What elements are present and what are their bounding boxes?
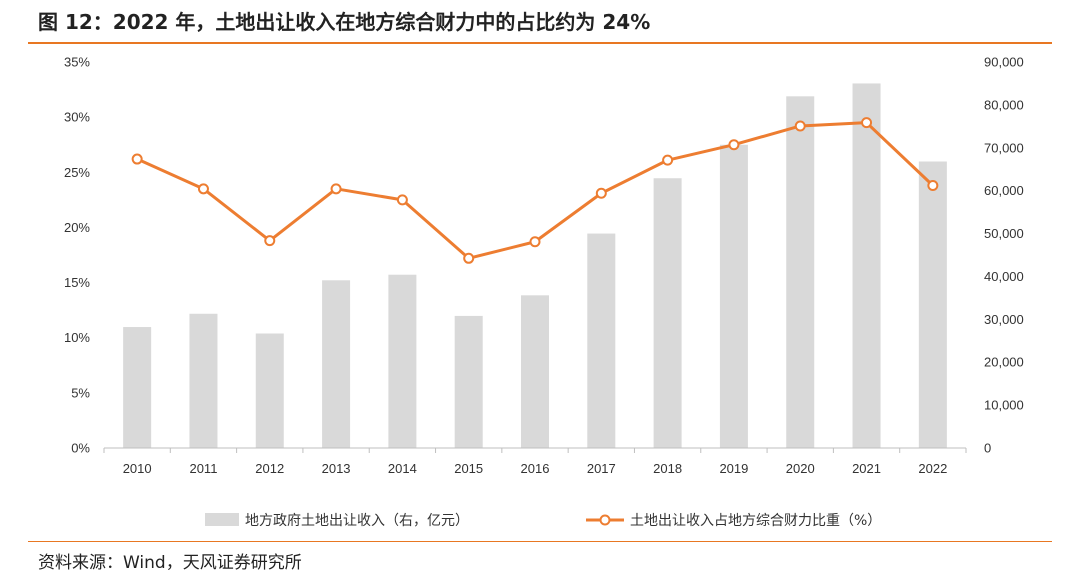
ratio-point-2021 — [861, 117, 873, 129]
bar-2016 — [521, 295, 549, 448]
x-tick-label: 2020 — [786, 461, 815, 476]
x-tick-label: 2015 — [454, 461, 483, 476]
bar-series — [123, 83, 947, 449]
x-tick-label: 2012 — [255, 461, 284, 476]
ratio-point-2018 — [662, 154, 674, 166]
x-tick-label: 2019 — [719, 461, 748, 476]
ratio-point-2022 — [927, 180, 939, 192]
ratio-point-2011 — [197, 183, 209, 195]
x-tick-label: 2014 — [388, 461, 417, 476]
source-note: 资料来源：Wind，天风证券研究所 — [38, 553, 302, 573]
ratio-point-2010 — [131, 153, 143, 165]
bar-2020 — [786, 96, 815, 449]
ratio-point-2020 — [794, 120, 806, 132]
left-tick-label: 25% — [64, 165, 90, 180]
right-tick-label: 60,000 — [984, 183, 1024, 198]
ratio-point-2012 — [264, 235, 276, 247]
left-tick-label: 0% — [71, 441, 90, 456]
right-tick-label: 20,000 — [984, 355, 1024, 370]
x-tick-label: 2018 — [653, 461, 682, 476]
ratio-point-2017 — [595, 187, 607, 199]
x-tick-label: 2017 — [587, 461, 616, 476]
legend-line-marker — [599, 514, 611, 526]
x-tick-label: 2021 — [852, 461, 881, 476]
right-tick-label: 40,000 — [984, 269, 1024, 284]
line-series — [131, 117, 939, 264]
x-tick-label: 2013 — [322, 461, 351, 476]
x-tick-label: 2010 — [123, 461, 152, 476]
left-tick-label: 10% — [64, 330, 90, 345]
chart: 2010 2011 2012 2013 2014 2015 2016 2017 2018 2019… — [64, 55, 1024, 530]
ratio-point-2016 — [529, 236, 541, 248]
ratio-point-2014 — [396, 194, 408, 206]
right-tick-label: 80,000 — [984, 97, 1024, 112]
x-tick-label: 2016 — [521, 461, 550, 476]
legend-bar-label: 地方政府土地出让收入（右，亿元） — [245, 513, 469, 529]
right-tick-label: 0 — [984, 441, 991, 456]
bar-2011 — [189, 313, 218, 448]
right-tick-label: 50,000 — [984, 226, 1024, 241]
title-rule — [28, 42, 1052, 44]
chart-title: 图 12：2022 年，土地出让收入在地方综合财力中的占比约为 24% — [38, 10, 651, 34]
axes: 2010 2011 2012 2013 2014 2015 2016 2017 2018 2019… — [64, 55, 1024, 477]
left-tick-label: 20% — [64, 220, 90, 235]
ratio-point-2019 — [728, 139, 740, 151]
right-tick-label: 30,000 — [984, 312, 1024, 327]
bar-2022 — [918, 161, 947, 448]
right-tick-label: 90,000 — [984, 55, 1024, 70]
bar-2018 — [653, 178, 682, 448]
x-tick-label: 2011 — [189, 461, 217, 476]
bar-2021 — [852, 83, 881, 448]
right-tick-label: 10,000 — [984, 398, 1024, 413]
legend-line-label: 土地出让收入占地方综合财力比重（%） — [630, 513, 881, 529]
ratio-point-2013 — [330, 183, 342, 195]
bar-2015 — [454, 315, 483, 448]
left-tick-label: 35% — [64, 55, 90, 70]
bar-2010 — [123, 327, 152, 448]
bar-2017 — [587, 233, 616, 448]
bar-2013 — [322, 280, 351, 448]
bar-2012 — [255, 333, 284, 448]
bar-2014 — [388, 274, 417, 448]
ratio-point-2015 — [463, 252, 475, 264]
left-tick-label: 15% — [64, 275, 90, 290]
legend-bar-swatch — [205, 513, 239, 526]
x-tick-label: 2022 — [918, 461, 947, 476]
bar-2019 — [719, 144, 748, 448]
legend: 地方政府土地出让收入（右，亿元） 土地出让收入占地方综合财力比重（%） — [205, 513, 881, 529]
left-tick-label: 30% — [64, 110, 90, 125]
left-tick-label: 5% — [71, 385, 90, 400]
source-rule — [28, 541, 1052, 542]
right-tick-label: 70,000 — [984, 140, 1024, 155]
